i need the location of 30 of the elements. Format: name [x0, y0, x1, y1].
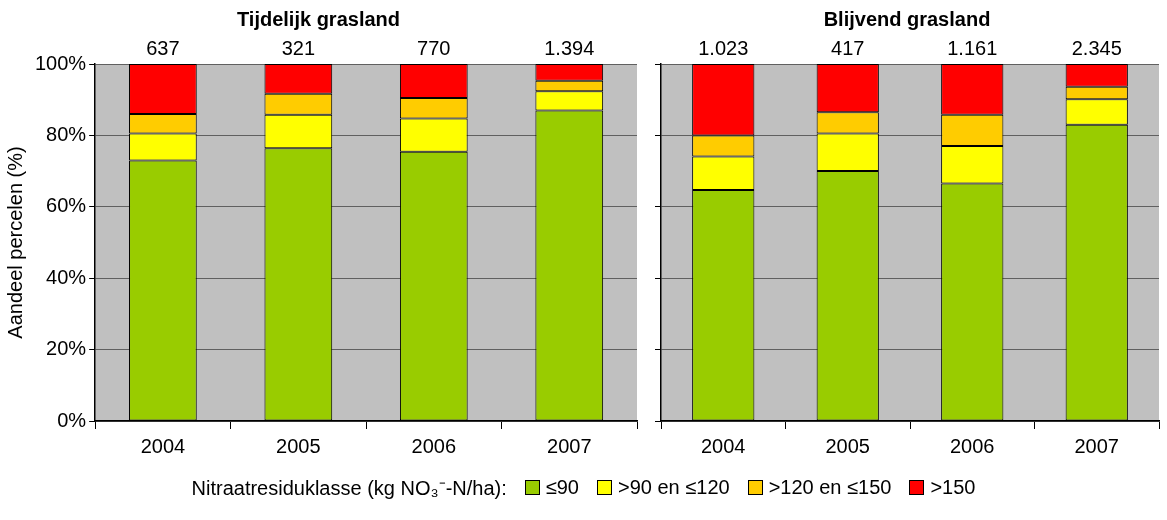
x-tick-label: 2005 [825, 434, 870, 457]
x-tick-label: 2006 [411, 434, 457, 457]
y-tick-label: 100% [35, 51, 87, 74]
y-tick-label: 20% [46, 337, 87, 360]
y-tick-label: 60% [46, 194, 87, 217]
text: 637 [146, 36, 180, 59]
x-tick-label: 2005 [276, 434, 321, 457]
text: 1.161 [947, 36, 998, 59]
y-tick-label: 0% [57, 408, 87, 431]
text: 321 [281, 36, 316, 59]
y-tick-label: 40% [46, 265, 87, 288]
text: 2.345 [1071, 36, 1122, 59]
y-tick-label: 80% [46, 122, 87, 145]
x-tick-label: 2007 [547, 434, 592, 457]
text: 1.023 [698, 36, 749, 59]
text: 770 [417, 36, 451, 59]
legend-label: ≤90 [545, 475, 579, 499]
chart-title: Blijvend grasland [823, 7, 991, 30]
x-tick-label: 2006 [950, 434, 995, 457]
x-tick-label: 2004 [701, 434, 746, 457]
chart-title: Tijdelijk grasland [236, 7, 401, 30]
legend-title: Nitraatresiduklasse (kg NO₃⁻-N/ha): [191, 475, 507, 501]
legend-label: >150 [930, 475, 976, 499]
y-axis-title: Aandeel percelen (%) [3, 146, 26, 339]
x-tick-label: 2004 [140, 434, 186, 457]
text: 1.394 [544, 36, 595, 59]
x-tick-label: 2007 [1074, 434, 1119, 457]
text: 417 [831, 36, 865, 59]
legend-label: >120 en ≤150 [768, 475, 892, 499]
legend-label: >90 en ≤120 [618, 475, 730, 499]
